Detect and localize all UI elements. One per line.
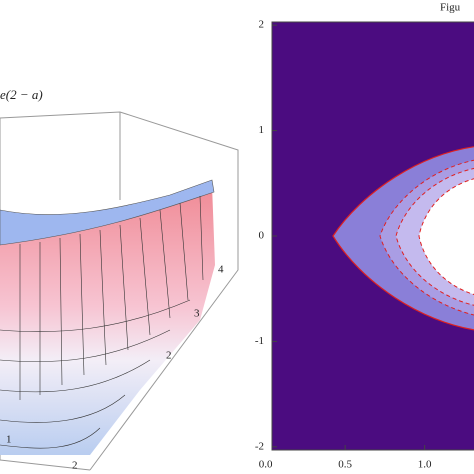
z-tick-label: 2 (166, 350, 172, 362)
contour-plot: Figu (271, 2, 474, 451)
mesh (0, 195, 204, 449)
contour-inner (418, 178, 474, 295)
x-tick-label: 1 (6, 434, 12, 446)
y-tick-label: -2 (255, 440, 264, 452)
surface-ridge (0, 179, 215, 246)
z-tick-label: 3 (194, 308, 200, 320)
y-tick-label: 2 (259, 19, 265, 31)
y-tick-label: 0 (259, 230, 265, 242)
x-tick-label: 0.0 (259, 459, 273, 471)
surface-plot: e(2 − a) (0, 87, 239, 471)
box-edge (0, 111, 239, 460)
contours (332, 146, 474, 331)
x-tick-label: 0.5 (338, 459, 352, 471)
y-tick-label: 1 (259, 124, 265, 136)
x-tick-label: 2 (72, 460, 78, 472)
x-tick-label: 1.0 (418, 459, 432, 471)
box-edge (0, 200, 239, 471)
y-tick-label: -1 (255, 335, 264, 347)
surface-label: e(2 − a) (0, 87, 43, 102)
z-tick-label: 4 (218, 264, 224, 276)
title: Figu (440, 2, 461, 14)
surface (0, 185, 215, 455)
